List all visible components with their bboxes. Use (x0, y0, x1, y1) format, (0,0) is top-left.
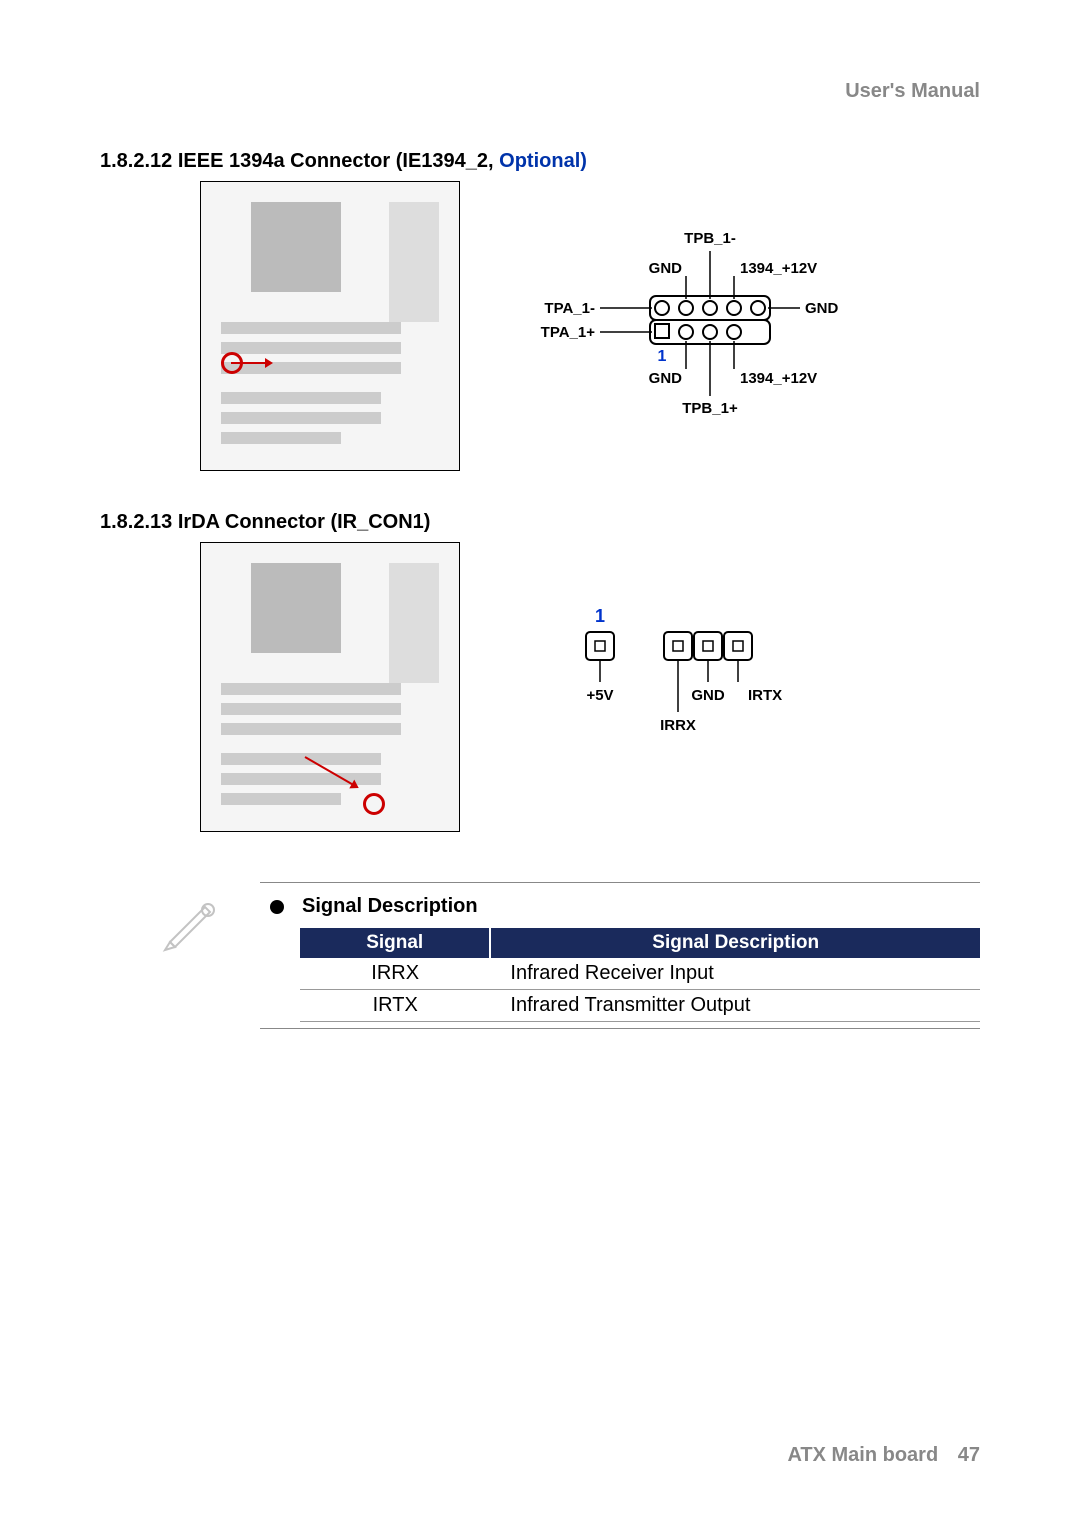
signal-cell: IRRX (300, 958, 490, 990)
signal-table: Signal Signal Description IRRX Infrared … (300, 928, 980, 1022)
page: User's Manual 1.8.2.12 IEEE 1394a Connec… (0, 0, 1080, 1527)
signal-desc-cell: Infrared Receiver Input (490, 958, 980, 990)
lbl-tpb1plus: TPB_1+ (682, 400, 738, 417)
bullet-icon (270, 900, 284, 914)
section-2-text: IrDA Connector (IR_CON1) (178, 511, 431, 533)
footer: ATX Main board 47 (787, 1444, 980, 1467)
ieee1394-pinout: TPB_1- GND 1394_+12V TPA_1- TPA_1+ GND 1… (540, 221, 900, 421)
lbl-gnd-top: GND (649, 260, 683, 277)
section-2-number: 1.8.2.13 (100, 511, 172, 533)
section-1-optional: Optional (499, 150, 580, 172)
connector-marker-2 (363, 793, 385, 815)
lbl-gnd-irda: GND (691, 687, 725, 704)
lbl-irtx: IRTX (748, 687, 782, 704)
note-pencil-icon (160, 892, 220, 952)
section-2-title: 1.8.2.13 IrDA Connector (IR_CON1) (100, 511, 980, 534)
section-1-title: 1.8.2.12 IEEE 1394a Connector (IE1394_2,… (100, 150, 980, 173)
connector-arrow-2 (305, 756, 358, 788)
lbl-pin1-a: 1 (658, 348, 667, 365)
header-title: User's Manual (845, 80, 980, 103)
connector-arrow-1 (231, 362, 271, 364)
section-1-number: 1.8.2.12 (100, 150, 172, 172)
table-row: IRRX Infrared Receiver Input (300, 958, 980, 990)
signal-description-block: Signal Description Signal Signal Descrip… (260, 882, 980, 1029)
signal-description-heading: Signal Description (302, 895, 478, 918)
lbl-5v: +5V (586, 687, 613, 704)
irda-pinout: 1 +5V GND IRTX IRRX (540, 582, 840, 752)
section-1-text: IEEE 1394a Connector (IE1394_2, (178, 150, 494, 172)
footer-text: ATX Main board (787, 1444, 938, 1466)
lbl-tpa1minus: TPA_1- (544, 300, 595, 317)
lbl-12v-bot: 1394_+12V (740, 370, 817, 387)
signal-desc-col-header: Signal Description (490, 928, 980, 958)
lbl-tpa1plus: TPA_1+ (541, 324, 596, 341)
section-2-row: 1 +5V GND IRTX IRRX (200, 542, 980, 832)
signal-description-section: Signal Description Signal Signal Descrip… (160, 882, 980, 1029)
lbl-irrx: IRRX (660, 717, 696, 734)
motherboard-diagram-1 (200, 181, 460, 471)
lbl-gnd-right: GND (805, 300, 839, 317)
lbl-pin1-b: 1 (595, 606, 605, 626)
page-number: 47 (958, 1444, 980, 1466)
signal-desc-cell: Infrared Transmitter Output (490, 990, 980, 1022)
signal-col-header: Signal (300, 928, 490, 958)
lbl-tpb1minus: TPB_1- (684, 230, 736, 247)
motherboard-diagram-2 (200, 542, 460, 832)
section-1-row: TPB_1- GND 1394_+12V TPA_1- TPA_1+ GND 1… (200, 181, 980, 471)
lbl-12v-top: 1394_+12V (740, 260, 817, 277)
section-1-closing: ) (580, 150, 587, 172)
lbl-gnd-bot: GND (649, 370, 683, 387)
table-row: IRTX Infrared Transmitter Output (300, 990, 980, 1022)
signal-cell: IRTX (300, 990, 490, 1022)
signal-description-heading-row: Signal Description (260, 891, 980, 928)
